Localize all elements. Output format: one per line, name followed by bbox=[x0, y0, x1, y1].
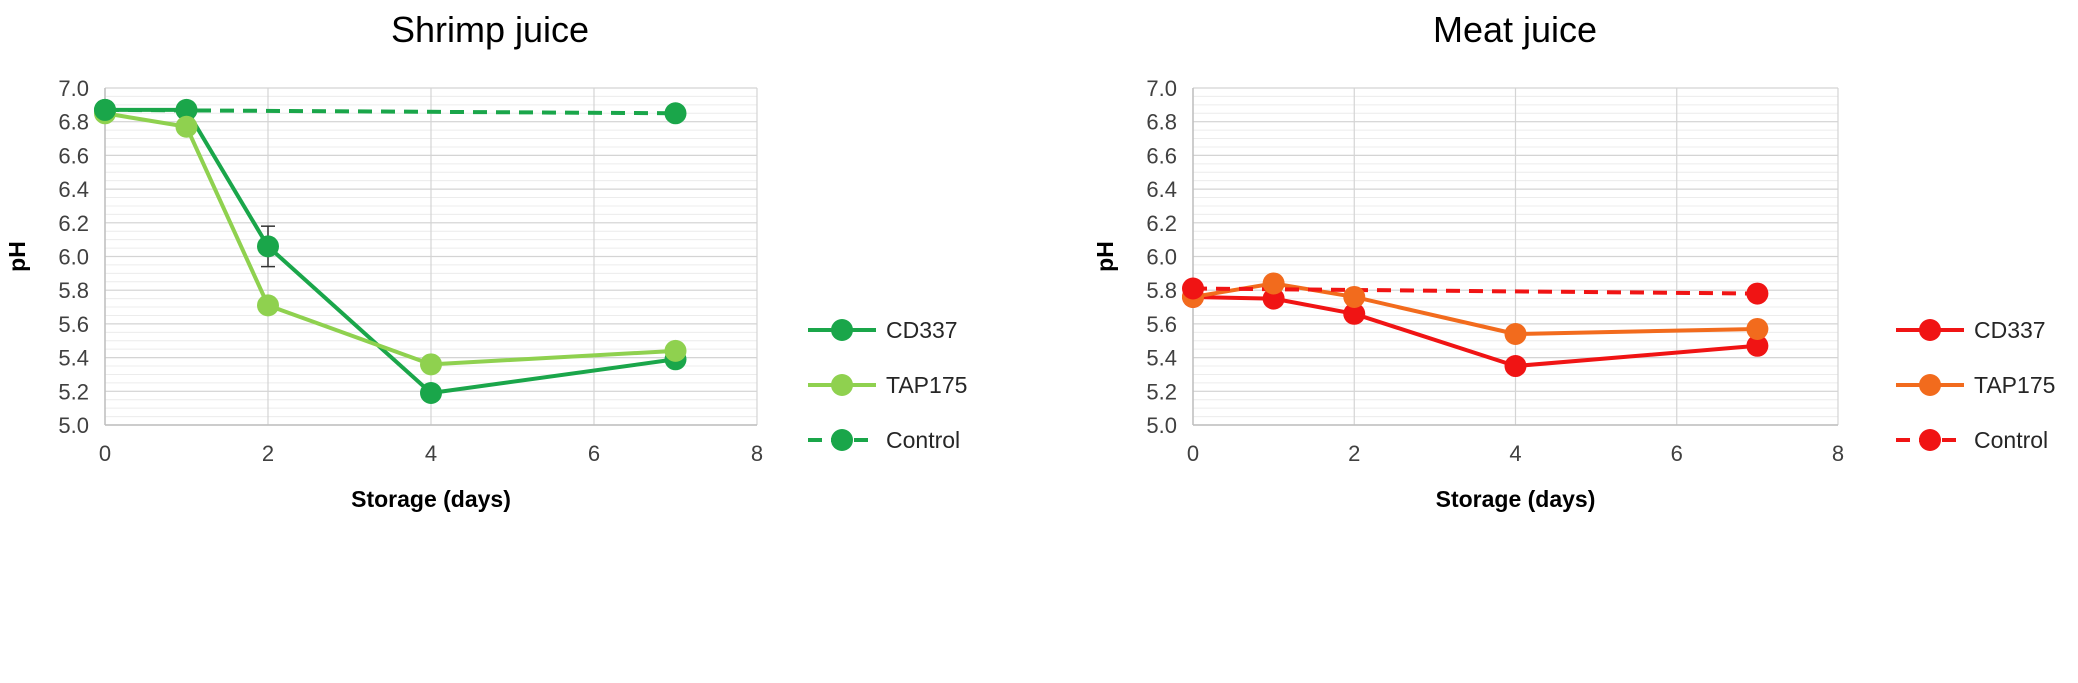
chart-1-y-tick-label: 5.0 bbox=[58, 413, 89, 438]
chart-2-y-tick-label: 6.6 bbox=[1146, 143, 1177, 168]
chart-1-x-axis-label: Storage (days) bbox=[351, 486, 511, 512]
chart-1-legend-item-control: Control bbox=[808, 427, 960, 453]
chart-1-series-cd337-point bbox=[175, 98, 198, 121]
chart-2-legend-marker bbox=[1919, 429, 1941, 451]
chart-1-series-tap175-point bbox=[420, 353, 442, 376]
chart-2-x-axis-label: Storage (days) bbox=[1436, 486, 1596, 512]
chart-2-series-control-point bbox=[1182, 277, 1204, 300]
chart-1-y-tick-label: 6.2 bbox=[58, 211, 89, 236]
chart-2-y-tick-label: 6.4 bbox=[1146, 177, 1177, 202]
chart-1-x-tick-label: 4 bbox=[425, 441, 437, 466]
chart-2-y-tick-label: 7.0 bbox=[1146, 76, 1177, 101]
chart-2-series-cd337-point bbox=[1262, 287, 1285, 310]
chart-1-series-tap175-point bbox=[257, 294, 279, 317]
chart-2-y-tick-label: 5.0 bbox=[1146, 413, 1177, 438]
chart-2-legend-item-control: Control bbox=[1896, 427, 2048, 453]
chart-1-x-tick-label: 6 bbox=[588, 441, 600, 466]
chart-1-y-tick-label: 6.8 bbox=[58, 110, 89, 135]
chart-2-series-cd337-point bbox=[1746, 334, 1769, 357]
chart-2-x-tick-label: 2 bbox=[1348, 441, 1360, 466]
chart-1: 5.0 5.2 5.4 5.6 5.8 6.0 6.2 6.4 6.6 6.8 7.0 0 2 4 6 8 Sh… bbox=[4, 9, 967, 512]
chart-1-y-tick-label: 5.4 bbox=[58, 346, 89, 371]
chart-2-x-tick-label: 0 bbox=[1187, 441, 1199, 466]
chart-1-series-cd337-point bbox=[257, 235, 279, 258]
chart-1-y-tick-label: 6.4 bbox=[58, 177, 89, 202]
chart-1-y-axis-label: pH bbox=[4, 241, 30, 272]
chart-2-series-cd337-point bbox=[1504, 355, 1527, 378]
chart-1-title: Shrimp juice bbox=[391, 9, 589, 50]
chart-2-legend-item-cd337: CD337 bbox=[1896, 317, 2046, 343]
chart-2-series-control-line bbox=[1192, 286, 1758, 296]
chart-1-x-tick-label: 0 bbox=[99, 441, 111, 466]
chart-2-legend-marker bbox=[1919, 374, 1941, 396]
chart-1-legend-label: CD337 bbox=[886, 317, 958, 343]
chart-2-y-tick-label: 5.8 bbox=[1146, 278, 1177, 303]
chart-2-y-tick-label: 5.2 bbox=[1146, 379, 1177, 404]
chart-1-x-tick-label: 2 bbox=[262, 441, 274, 466]
chart-2-series-cd337-point bbox=[1343, 302, 1366, 325]
chart-2-series-tap175-point bbox=[1343, 285, 1366, 308]
chart-2-y-axis-label: pH bbox=[1092, 241, 1118, 272]
chart-2-x-tick-label: 4 bbox=[1509, 441, 1521, 466]
chart-2-x-tick-label: 6 bbox=[1671, 441, 1683, 466]
chart-2-y-tick-label: 6.2 bbox=[1146, 211, 1177, 236]
chart-1-legend-marker bbox=[831, 429, 853, 451]
chart-1-series-control-point bbox=[94, 98, 116, 121]
chart-2-y-tick-label: 5.6 bbox=[1146, 312, 1177, 337]
chart-2-legend-label: Control bbox=[1974, 427, 2048, 453]
chart-2-y-tick-label: 5.4 bbox=[1146, 346, 1177, 371]
chart-2-series-tap175-point bbox=[1262, 272, 1285, 295]
chart-2-legend-label: CD337 bbox=[1974, 317, 2046, 343]
chart-1-series-control-point bbox=[664, 102, 687, 125]
chart-1-y-tick-label: 5.8 bbox=[58, 278, 89, 303]
chart-2-series-tap175-point bbox=[1746, 317, 1769, 340]
chart-2-y-tick-label: 6.0 bbox=[1146, 245, 1177, 270]
chart-1-series-control-line bbox=[104, 107, 676, 116]
chart-2-legend-label: TAP175 bbox=[1974, 372, 2055, 398]
chart-1-series-cd337-point bbox=[420, 381, 442, 404]
chart-2-legend-item-tap175: TAP175 bbox=[1896, 372, 2055, 398]
chart-1-legend-label: Control bbox=[886, 427, 960, 453]
chart-2: 5.0 5.2 5.4 5.6 5.8 6.0 6.2 6.4 6.6 6.8 7.0 0 2 4 6 8 Me… bbox=[1092, 9, 2055, 512]
chart-1-legend-marker bbox=[831, 319, 853, 341]
chart-2-legend-marker bbox=[1919, 319, 1941, 341]
chart-1-legend-item-cd337: CD337 bbox=[808, 317, 958, 343]
chart-1-y-tick-label: 5.2 bbox=[58, 379, 89, 404]
chart-1-y-tick-label: 6.0 bbox=[58, 245, 89, 270]
chart-1-legend-item-tap175: TAP175 bbox=[808, 372, 967, 398]
chart-1-series-tap175-point bbox=[664, 339, 687, 362]
chart-1-series-tap175-point bbox=[175, 115, 198, 138]
chart-2-y-tick-label: 6.8 bbox=[1146, 110, 1177, 135]
chart-2-title: Meat juice bbox=[1433, 9, 1597, 50]
chart-1-y-tick-label: 5.6 bbox=[58, 312, 89, 337]
chart-1-y-tick-label: 7.0 bbox=[58, 76, 89, 101]
chart-1-series-tap175-line bbox=[104, 111, 676, 367]
chart-2-x-tick-label: 8 bbox=[1832, 441, 1844, 466]
chart-1-y-tick-label: 6.6 bbox=[58, 143, 89, 168]
chart-2-series-tap175-point bbox=[1504, 323, 1527, 346]
chart-1-legend-label: TAP175 bbox=[886, 372, 967, 398]
chart-2-series-control-point bbox=[1746, 282, 1769, 305]
chart-1-legend-marker bbox=[831, 374, 853, 396]
chart-1-x-tick-label: 8 bbox=[751, 441, 763, 466]
